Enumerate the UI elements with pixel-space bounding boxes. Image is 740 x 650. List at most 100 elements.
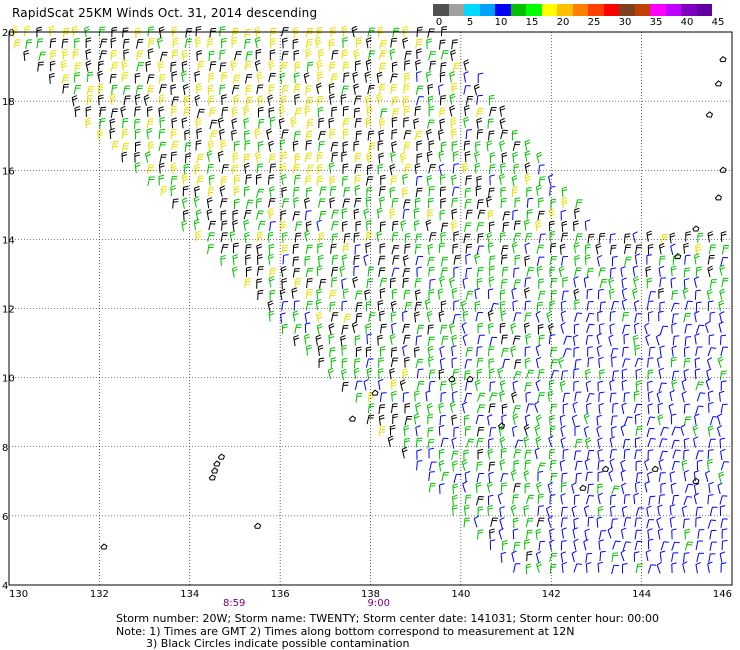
wind-barb [635,368,642,380]
wind-barb [681,379,687,391]
wind-barb [620,459,626,472]
wind-barb [560,437,566,449]
wind-barb [390,37,398,48]
wind-barb [489,265,495,276]
wind-barb [573,563,582,573]
wind-barb [428,289,435,300]
wind-barb [488,94,495,106]
wind-barb [559,243,566,255]
wind-barb [656,356,663,368]
wind-barb [685,231,691,242]
wind-barb [378,414,385,426]
wind-barb [574,312,583,322]
wind-barb [99,106,107,117]
wind-barb [316,288,322,300]
wind-barb [354,152,362,163]
wind-barb [670,277,677,289]
wind-barb [341,325,349,335]
wind-barb [476,245,485,256]
wind-barb [440,256,449,267]
wind-barb [538,197,544,209]
wind-barb [476,346,483,357]
wind-barb [658,382,667,392]
wind-barb [294,221,303,232]
wind-barb [488,187,495,198]
wind-barb [510,322,517,335]
wind-barb [501,447,507,459]
island-outline [448,375,456,382]
wind-barb [476,107,484,118]
wind-barb [392,255,400,265]
wind-barb [525,333,532,345]
wind-barb [440,141,447,153]
wind-barb [512,380,519,392]
wind-barb [453,300,459,311]
wind-barb [561,472,568,483]
wind-barb [365,346,372,358]
wind-barb [633,551,640,562]
wind-barb [304,197,310,209]
wind-barb [403,130,412,140]
wind-barb [683,495,693,506]
wind-barb [708,553,716,563]
wind-barb [599,550,606,562]
wind-barb [684,541,693,551]
wind-barb [293,131,301,141]
wind-barb [561,290,569,301]
wind-barb [501,152,508,164]
wind-barb [404,72,411,84]
wind-barb [536,301,544,312]
wind-barb [575,472,582,483]
wind-barb [342,105,349,117]
wind-barb [207,244,215,254]
x-tick-label: 144 [632,589,651,600]
wind-barb [598,267,606,277]
wind-barb [572,527,578,539]
wind-barb [549,494,556,505]
wind-barb [549,528,555,540]
wind-barb [513,517,519,529]
wind-barb [415,437,423,448]
wind-barb [340,94,347,105]
wind-barb [499,140,506,152]
wind-barb [416,266,422,278]
wind-barb [49,60,56,72]
wind-barb [329,197,336,209]
wind-barb [403,334,411,345]
wind-barb [340,335,346,347]
wind-barb [573,538,579,551]
wind-barb [449,93,456,105]
wind-barb [294,278,302,288]
wind-barb [426,119,435,129]
wind-barb [330,73,338,83]
wind-barb [366,278,374,289]
wind-barb [598,402,604,415]
wind-barb [559,459,566,472]
wind-barb [633,403,642,414]
wind-barb [195,117,202,129]
wind-barb [489,336,498,347]
wind-barb [315,82,322,95]
wind-barb [476,94,483,105]
wind-barb [500,278,508,289]
wind-barb [452,62,461,72]
wind-barb [487,494,494,506]
wind-barb [415,425,421,437]
wind-barb [208,50,215,62]
wind-barb [110,108,119,118]
wind-barb [633,300,640,312]
wind-barb [523,287,530,299]
wind-barb [438,84,444,96]
wind-barb [439,324,448,335]
wind-barb [524,242,530,254]
wind-barb [648,346,656,357]
wind-barb [342,141,349,153]
wind-barb [498,173,505,186]
wind-barb [477,529,484,540]
wind-barb [535,436,542,448]
wind-barb [453,473,462,484]
wind-barb [657,528,664,540]
wind-barb [681,390,687,403]
wind-barb [292,268,300,278]
wind-barb [597,506,604,518]
